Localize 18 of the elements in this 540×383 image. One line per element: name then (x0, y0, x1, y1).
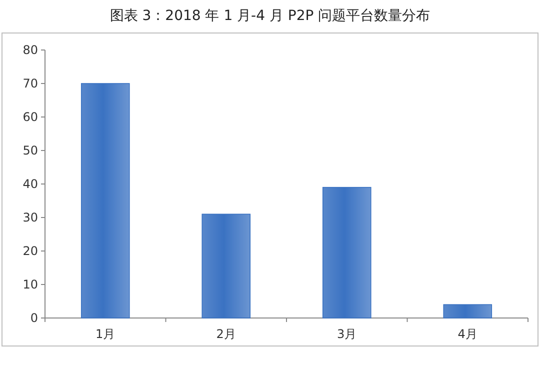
y-tick-label: 50 (22, 144, 38, 158)
y-tick-label: 0 (30, 311, 38, 325)
x-tick-label: 2月 (216, 327, 236, 341)
y-tick-label: 70 (22, 76, 38, 90)
chart-title: 图表 3：2018 年 1 月-4 月 P2P 问题平台数量分布 (110, 8, 430, 24)
y-tick-label: 80 (22, 43, 38, 57)
x-tick-label: 4月 (458, 327, 478, 341)
y-tick-label: 30 (22, 210, 38, 224)
bar (80, 83, 130, 318)
bar (322, 186, 372, 318)
y-tick-label: 60 (22, 110, 38, 124)
y-tick-label: 10 (22, 278, 38, 292)
x-tick-label: 1月 (96, 327, 116, 341)
y-tick-label: 40 (22, 177, 38, 191)
y-tick-label: 20 (22, 244, 38, 258)
bar (202, 214, 251, 318)
x-tick-label: 3月 (337, 327, 357, 341)
bar (443, 304, 492, 318)
